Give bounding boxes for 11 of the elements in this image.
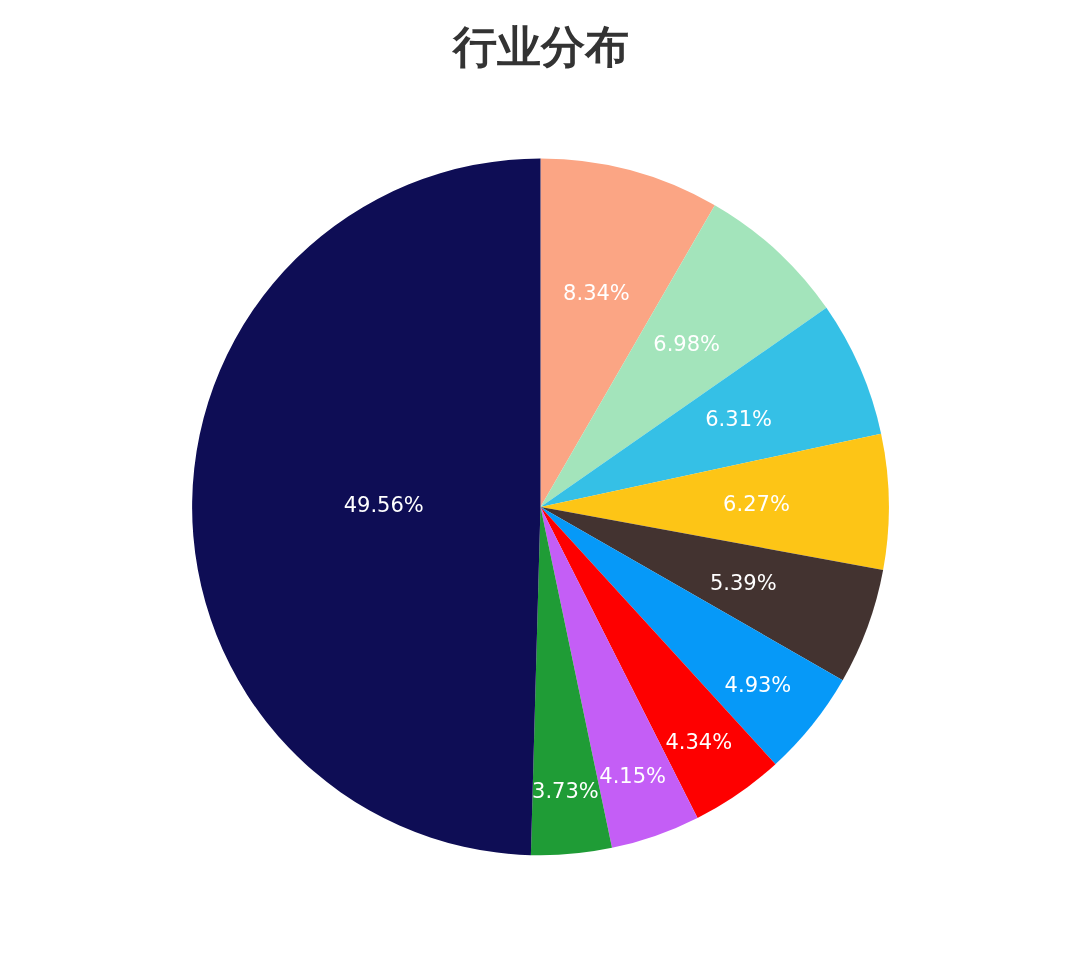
data-label: 6.31%: [705, 406, 772, 431]
chart-title: 行业分布: [450, 20, 629, 72]
data-label: 4.15%: [599, 764, 667, 789]
data-label: 6.27%: [723, 491, 790, 516]
data-label: 8.34%: [563, 281, 630, 306]
data-label: 3.73%: [532, 779, 599, 804]
data-label: 5.39%: [709, 571, 777, 596]
data-label: 6.98%: [653, 332, 721, 357]
data-label: 4.93%: [724, 673, 792, 698]
data-label: 4.34%: [665, 729, 733, 754]
data-label: 49.56%: [343, 492, 424, 517]
